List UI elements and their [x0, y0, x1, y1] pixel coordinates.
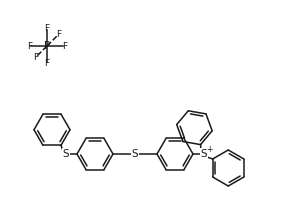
Text: P: P [44, 41, 50, 51]
Text: F: F [27, 41, 32, 50]
Text: +: + [206, 144, 212, 153]
Text: F: F [33, 53, 38, 62]
Text: S: S [201, 149, 207, 159]
Text: F: F [56, 30, 61, 39]
Text: F: F [62, 41, 67, 50]
Text: S: S [132, 149, 138, 159]
Text: F: F [44, 24, 50, 33]
Text: S: S [63, 149, 69, 159]
Text: F: F [44, 59, 50, 68]
